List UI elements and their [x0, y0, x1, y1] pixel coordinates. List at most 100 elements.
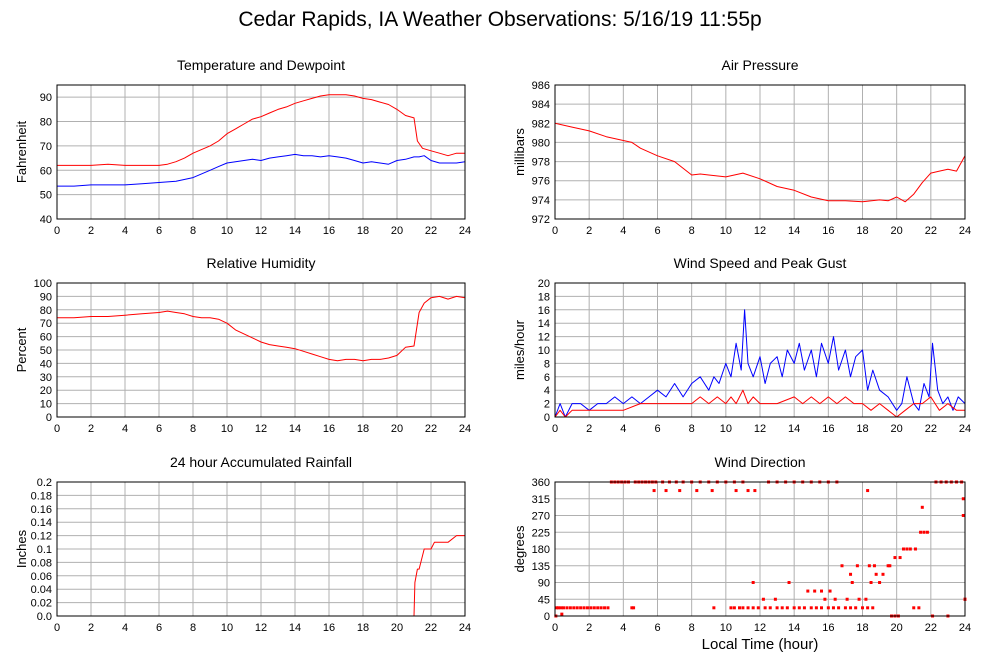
- y-axis-label: miles/hour: [512, 319, 527, 380]
- data-point: [869, 581, 873, 584]
- data-point: [886, 564, 890, 568]
- y-tick-label: 4: [544, 385, 550, 397]
- data-point: [837, 606, 841, 610]
- data-point: [579, 606, 583, 610]
- chart-title: Air Pressure: [721, 57, 798, 73]
- x-tick-label: 24: [959, 423, 971, 435]
- y-tick-label: 14: [538, 318, 550, 330]
- data-point: [913, 547, 917, 551]
- x-tick-label: 24: [459, 423, 471, 435]
- x-tick-label: 22: [925, 423, 937, 435]
- x-tick-label: 10: [720, 225, 732, 237]
- y-tick-label: 0.02: [31, 598, 52, 610]
- x-tick-label: 10: [720, 622, 732, 634]
- x-tick-label: 0: [54, 225, 60, 237]
- chart-title: 24 hour Accumulated Rainfall: [170, 454, 352, 470]
- chart-pressure: 0 2 4 6 8 10 12 14 16 18 20 22 249729749769789809829…: [512, 57, 971, 237]
- data-point: [773, 597, 777, 601]
- x-tick-label: 10: [221, 423, 233, 435]
- data-point: [763, 606, 767, 610]
- y-tick-label: 982: [532, 118, 550, 130]
- data-point: [840, 564, 844, 568]
- y-tick-label: 270: [532, 511, 550, 523]
- data-point: [881, 572, 885, 576]
- y-tick-label: 225: [532, 527, 550, 539]
- x-tick-label: 22: [425, 225, 437, 237]
- data-point: [797, 606, 801, 610]
- y-tick-label: 0: [544, 412, 550, 424]
- x-tick-label: 20: [391, 225, 403, 237]
- data-point: [828, 589, 832, 593]
- chart-direction: 0 2 4 6 8 10 12 14 16 18 20 22 240459013518022527031…: [512, 454, 971, 634]
- data-point: [802, 606, 806, 610]
- data-point: [596, 606, 600, 610]
- data-point: [850, 581, 854, 584]
- data-point: [917, 606, 921, 610]
- chart-title: Relative Humidity: [207, 255, 316, 271]
- data-point: [845, 597, 849, 601]
- data-point: [589, 606, 593, 610]
- y-tick-label: 0.08: [31, 557, 52, 569]
- shared-x-axis-label: Local Time (hour): [701, 636, 819, 653]
- data-point: [753, 489, 757, 493]
- data-point: [874, 572, 878, 576]
- data-point: [599, 606, 603, 610]
- x-tick-label: 2: [586, 622, 592, 634]
- y-tick-label: 60: [40, 332, 52, 344]
- x-tick-label: 6: [654, 225, 660, 237]
- data-point: [855, 564, 859, 568]
- data-point: [961, 514, 965, 517]
- x-tick-label: 18: [357, 622, 369, 634]
- y-tick-label: 6: [544, 372, 550, 384]
- data-point: [826, 606, 830, 610]
- x-tick-label: 12: [255, 622, 267, 634]
- x-tick-label: 16: [822, 622, 834, 634]
- chart-rain: 0 2 4 6 8 10 12 14 16 18 20 22 240.00.020.040.060.08…: [14, 454, 471, 634]
- x-tick-label: 20: [391, 622, 403, 634]
- data-point: [756, 606, 760, 610]
- y-tick-label: 0.06: [31, 571, 52, 583]
- y-tick-label: 0.12: [31, 531, 52, 543]
- x-tick-label: 24: [959, 225, 971, 237]
- x-tick-label: 4: [620, 225, 626, 237]
- series-line-1: [57, 535, 465, 617]
- x-tick-label: 0: [552, 622, 558, 634]
- data-point: [751, 581, 755, 584]
- plot-frame: [554, 481, 966, 617]
- x-tick-label: 14: [289, 622, 301, 634]
- x-tick-label: 20: [891, 423, 903, 435]
- x-tick-label: 0: [54, 423, 60, 435]
- x-tick-label: 6: [156, 225, 162, 237]
- x-tick-label: 24: [959, 622, 971, 634]
- x-tick-label: 2: [586, 423, 592, 435]
- x-tick-label: 16: [822, 423, 834, 435]
- data-point: [888, 564, 892, 568]
- data-point: [831, 606, 835, 610]
- data-point: [729, 606, 733, 610]
- x-tick-label: 2: [88, 225, 94, 237]
- x-tick-label: 22: [425, 423, 437, 435]
- y-tick-label: 315: [532, 494, 550, 506]
- y-axis-label: Percent: [14, 327, 29, 372]
- data-point: [878, 581, 882, 584]
- data-point: [866, 489, 870, 493]
- data-point: [768, 606, 772, 610]
- y-tick-label: 70: [40, 318, 52, 330]
- y-tick-label: 16: [538, 305, 550, 317]
- data-point: [864, 597, 868, 601]
- y-tick-label: 20: [538, 278, 550, 290]
- y-tick-label: 50: [40, 190, 52, 202]
- y-tick-label: 974: [532, 195, 550, 207]
- series-line-1: [57, 295, 466, 362]
- x-tick-label: 22: [925, 225, 937, 237]
- x-tick-label: 4: [620, 423, 626, 435]
- data-point: [920, 505, 924, 509]
- x-tick-label: 8: [689, 622, 695, 634]
- chart-wind: 0 2 4 6 8 10 12 14 16 18 20 22 2402468101214161820Wi…: [512, 255, 971, 435]
- data-point: [664, 489, 668, 493]
- y-tick-label: 2: [544, 399, 550, 411]
- data-point: [813, 589, 817, 593]
- data-point: [912, 606, 916, 610]
- y-tick-label: 984: [532, 99, 550, 111]
